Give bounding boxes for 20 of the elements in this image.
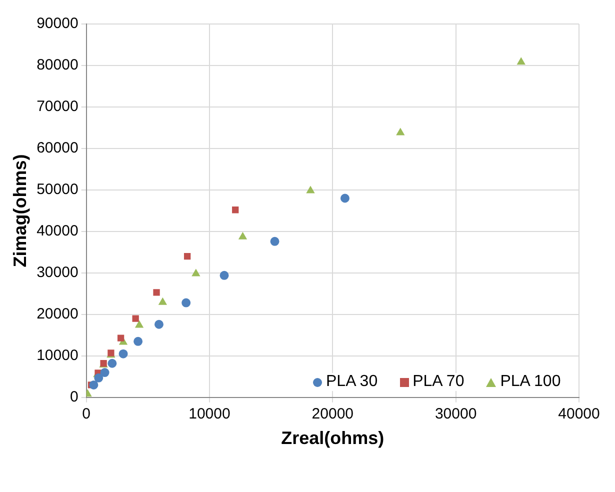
y-tick-label: 70000: [36, 98, 78, 116]
y-tick-label: 80000: [36, 56, 78, 74]
y-tick-label: 10000: [36, 347, 78, 364]
legend-label: PLA 100: [500, 373, 561, 392]
y-tick-label: 30000: [36, 264, 78, 282]
legend-label: PLA 30: [326, 373, 378, 392]
x-tick-label: 10000: [188, 406, 230, 423]
y-tick-label: 50000: [36, 181, 78, 198]
y-tick-label: 60000: [36, 140, 78, 157]
y-axis-title: Zimag(ohms): [10, 154, 30, 268]
y-tick-label: 0: [70, 388, 78, 406]
y-tick-label: 40000: [36, 222, 78, 240]
x-tick-label: 30000: [434, 406, 477, 423]
x-tick-label: 20000: [312, 406, 354, 423]
x-tick-label: 0: [82, 406, 90, 423]
legend-label: PLA 70: [412, 373, 464, 392]
x-axis-title: Zreal(ohms): [281, 428, 384, 448]
x-tick-label: 40000: [558, 406, 600, 423]
y-tick-label: 90000: [36, 15, 78, 32]
y-tick-label: 20000: [36, 306, 78, 323]
